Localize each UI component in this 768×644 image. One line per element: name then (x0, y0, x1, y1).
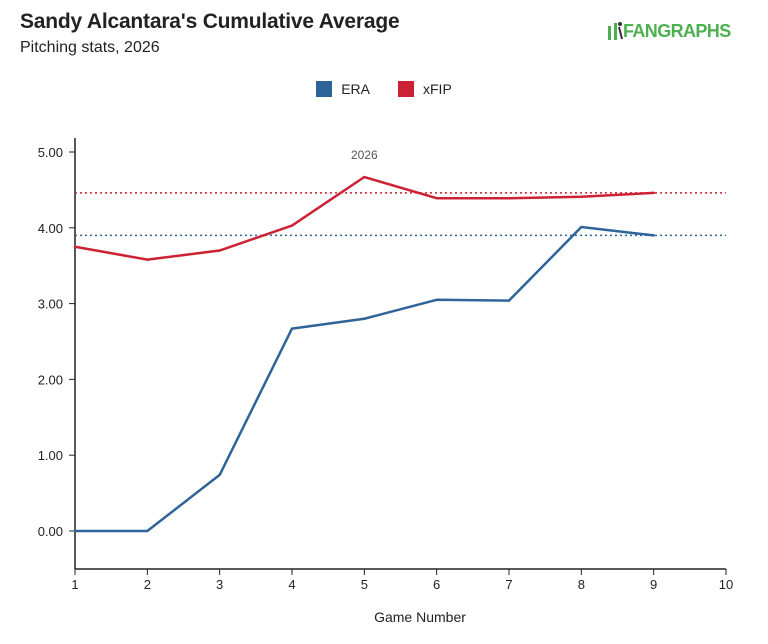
data-point-era (507, 299, 511, 302)
chart-legend: ERA xFIP (0, 81, 768, 97)
batter-icon (608, 22, 623, 40)
legend-item-era[interactable]: ERA (316, 81, 370, 97)
y-tick-label: 5.00 (38, 145, 63, 160)
data-point-era (435, 298, 438, 302)
x-axis-title: Game Number (374, 609, 466, 625)
y-tick-label: 3.00 (38, 297, 63, 312)
y-tick-label: 4.00 (38, 221, 63, 236)
x-tick-label: 8 (578, 577, 585, 592)
season-average-lines (75, 192, 726, 237)
x-tick-label: 7 (505, 577, 512, 592)
y-tick-label: 1.00 (38, 448, 63, 463)
chart-axes: 0.00 1.00 2.00 3.00 4.00 5.00 1 2 3 4 5 6 7 8 9 10 (38, 138, 733, 592)
x-tick-label: 6 (433, 577, 440, 592)
data-point-xfip (652, 191, 655, 195)
legend-swatch-xfip (398, 81, 414, 97)
legend-label-era: ERA (341, 81, 370, 97)
legend-swatch-era (316, 81, 333, 97)
data-point-era (652, 234, 655, 237)
data-point-era (290, 327, 294, 330)
data-point-era (580, 225, 583, 229)
data-point-xfip (507, 197, 511, 200)
data-point-era (218, 473, 221, 477)
legend-label-xfip: xFIP (423, 81, 452, 97)
season-annotation: 2026 (351, 148, 378, 162)
y-tick-label: 2.00 (38, 372, 63, 387)
data-point-era (146, 529, 149, 533)
data-point-xfip (290, 224, 294, 227)
x-tick-label: 3 (216, 577, 223, 592)
x-tick-label: 1 (71, 577, 78, 592)
x-tick-label: 2 (144, 577, 151, 592)
fangraphs-logo[interactable]: FANGRAPHS (607, 21, 731, 41)
data-point-xfip (218, 249, 221, 252)
series-line-xfip (73, 175, 655, 261)
legend-item-xfip[interactable]: xFIP (398, 81, 452, 97)
brand-wordmark: FANGRAPHS (623, 21, 731, 41)
chart-labels: Game Number 2026 (351, 148, 466, 625)
data-point-era (73, 529, 77, 533)
data-point-xfip (580, 195, 583, 198)
series-line-era (73, 225, 655, 533)
x-tick-label: 9 (650, 577, 657, 592)
data-point-xfip (73, 245, 77, 248)
data-point-xfip (146, 258, 149, 261)
y-tick-label: 0.00 (38, 524, 63, 539)
chart-subtitle: Pitching stats, 2026 (20, 39, 160, 56)
x-tick-label: 10 (719, 577, 733, 592)
x-tick-label: 4 (288, 577, 295, 592)
data-point-xfip (435, 197, 438, 200)
data-point-xfip (363, 175, 366, 179)
chart-title: Sandy Alcantara's Cumulative Average (20, 10, 400, 33)
data-point-era (363, 317, 366, 320)
x-tick-label: 5 (361, 577, 368, 592)
series-lines (73, 175, 655, 533)
